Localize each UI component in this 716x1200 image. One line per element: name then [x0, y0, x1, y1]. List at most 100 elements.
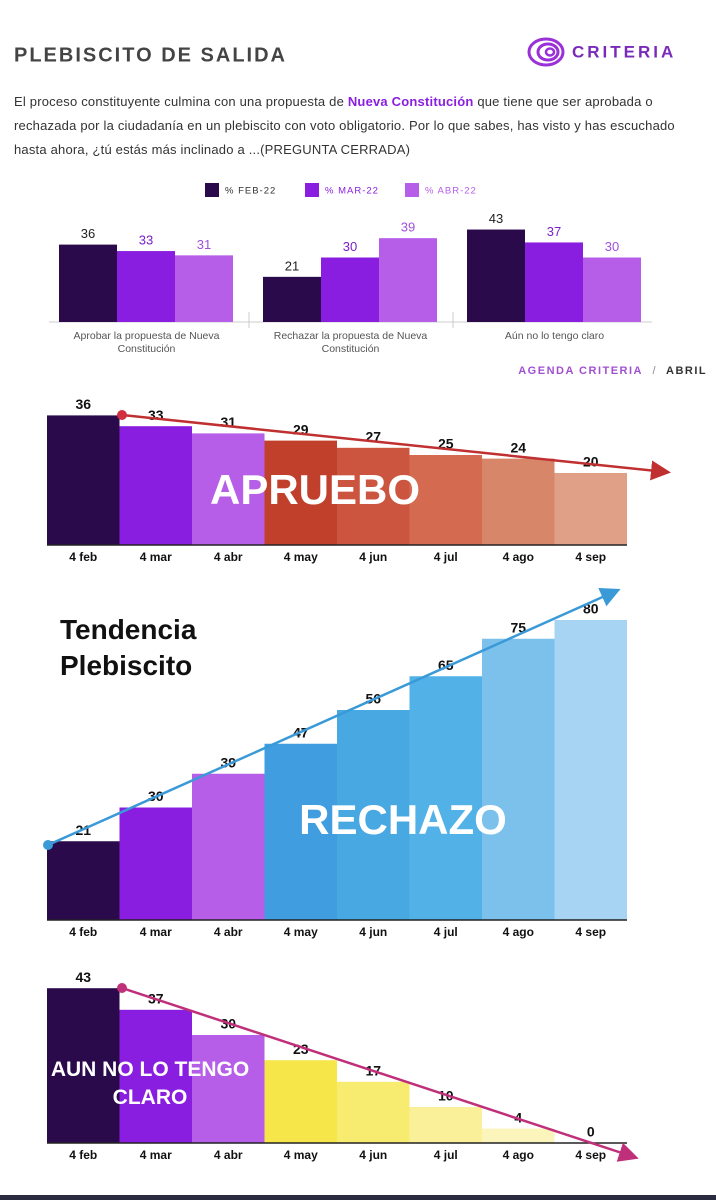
value-label: 0 — [587, 1124, 595, 1140]
bar — [409, 1107, 482, 1143]
value-label: 21 — [285, 258, 299, 273]
value-label: 36 — [75, 396, 91, 412]
trend-dot — [117, 410, 127, 420]
question-text: El proceso constituyente culmina con una… — [14, 94, 348, 109]
x-tick-label: 4 mar — [140, 925, 172, 939]
bar — [482, 1128, 555, 1143]
question: El proceso constituyente culmina con una… — [14, 90, 704, 162]
x-tick-label: 4 sep — [575, 1148, 606, 1162]
bar — [525, 242, 583, 322]
legend-label: % FEB-22 — [225, 186, 276, 197]
value-label: 37 — [547, 224, 561, 239]
bar — [409, 455, 482, 545]
bar — [263, 276, 321, 322]
source-separator: / — [652, 365, 656, 377]
x-tick-label: 4 jul — [434, 550, 458, 564]
bar — [192, 773, 265, 920]
bar — [119, 1009, 192, 1143]
legend-swatch — [305, 183, 319, 197]
trend-arrow — [121, 413, 671, 481]
value-label: 30 — [605, 239, 619, 254]
trend-title: Tendencia Plebiscito — [60, 614, 197, 681]
x-tick-label: 4 may — [284, 1148, 318, 1162]
x-tick-label: 4 sep — [575, 550, 606, 564]
question-text: que tiene que ser aprobada o rechazada p… — [14, 94, 675, 157]
value-label: 33 — [139, 232, 153, 247]
value-label: 24 — [510, 439, 526, 455]
value-label: 33 — [148, 407, 164, 423]
bar — [337, 1081, 410, 1143]
x-tick-label: 4 feb — [69, 550, 97, 564]
bar — [554, 473, 627, 545]
source-name: AGENDA CRITERIA — [518, 365, 643, 377]
bar — [467, 229, 525, 322]
bar — [264, 1060, 337, 1143]
legend-swatch — [205, 183, 219, 197]
bar — [59, 244, 117, 322]
x-tick-label: 4 ago — [503, 925, 534, 939]
x-tick-label: 4 abr — [214, 550, 243, 564]
bar — [175, 255, 233, 322]
x-tick-label: 4 mar — [140, 1148, 172, 1162]
value-label: 39 — [401, 220, 415, 235]
legend-swatch — [405, 183, 419, 197]
trend-dot — [43, 840, 53, 850]
value-label: 36 — [81, 226, 95, 241]
bar — [119, 807, 192, 920]
legend-label: % ABR-22 — [425, 186, 477, 197]
x-tick-label: 4 jul — [434, 1148, 458, 1162]
bar — [264, 440, 337, 545]
value-label: 4 — [514, 1109, 522, 1125]
chart-label: RECHAZO — [299, 796, 507, 843]
page-title: PLEBISCITO DE SALIDA — [14, 44, 287, 66]
value-label: 75 — [510, 619, 526, 635]
chart-label: AUN NO LO TENGO CLARO — [50, 1058, 250, 1109]
x-tick-label: 4 ago — [503, 1148, 534, 1162]
bar — [554, 620, 627, 920]
bar — [117, 251, 175, 322]
bar — [119, 426, 192, 545]
x-tick-label: 4 feb — [69, 925, 97, 939]
value-label: 30 — [343, 239, 357, 254]
x-tick-label: 4 abr — [214, 925, 243, 939]
x-tick-label: 4 jun — [359, 925, 387, 939]
trend-arrows — [43, 410, 671, 1162]
source-period: ABRIL — [666, 365, 707, 377]
trend-arrow — [47, 587, 621, 847]
bar — [337, 447, 410, 545]
bar — [379, 238, 437, 322]
value-label: 43 — [75, 969, 91, 985]
bar — [482, 638, 555, 920]
x-tick-label: 4 jul — [434, 925, 458, 939]
x-tick-label: 4 may — [284, 550, 318, 564]
bar — [409, 676, 482, 920]
bar — [583, 257, 641, 322]
trend-arrow — [121, 986, 639, 1162]
value-label: 20 — [583, 454, 599, 470]
x-tick-label: 4 jun — [359, 1148, 387, 1162]
x-tick-label: 4 mar — [140, 550, 172, 564]
legend-label: % MAR-22 — [325, 186, 379, 197]
x-tick-label: 4 feb — [69, 1148, 97, 1162]
question-highlight: Nueva Constitución — [347, 94, 474, 109]
bar — [47, 841, 120, 920]
bar — [192, 433, 265, 545]
category-label: Aún no lo tengo claro — [504, 330, 605, 342]
bottom-bar — [0, 1195, 716, 1200]
bar — [264, 743, 337, 920]
bar — [192, 1035, 265, 1143]
x-tick-label: 4 sep — [575, 925, 606, 939]
logo-text: CRITERIA — [572, 42, 676, 61]
x-tick-label: 4 may — [284, 925, 318, 939]
x-tick-label: 4 abr — [214, 1148, 243, 1162]
x-tick-label: 4 jun — [359, 550, 387, 564]
bar — [482, 458, 555, 545]
bar — [47, 415, 120, 545]
trend-dot — [117, 983, 127, 993]
category-label: Rechazar la propuesta de Nueva Constituc… — [273, 330, 428, 355]
bar — [321, 257, 379, 322]
bar — [47, 988, 120, 1143]
